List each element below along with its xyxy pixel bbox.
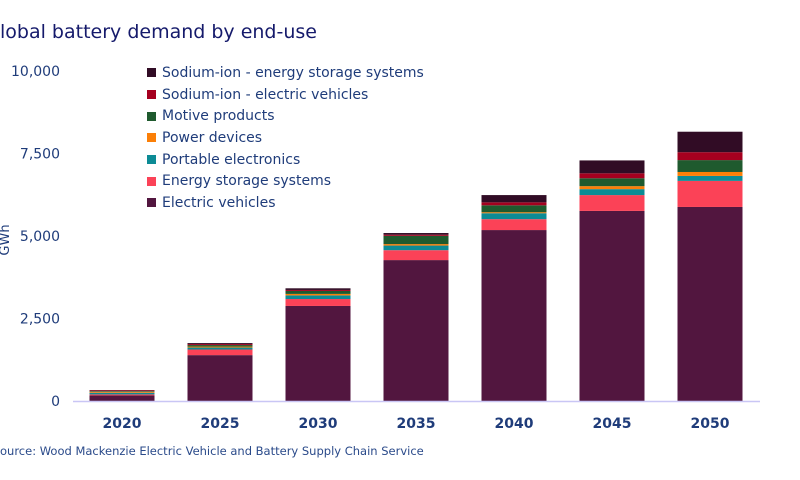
bar-segment-energy-storage-systems [285, 299, 351, 306]
bar-segment-electric-vehicles [383, 260, 449, 401]
bar-segment-portable-electronics [677, 175, 743, 181]
bar-segment-motive-products [481, 205, 547, 213]
bar-segment-electric-vehicles [481, 230, 547, 401]
bar-segment-sodium-ion-energy-storage-systems [579, 160, 645, 174]
legend-label: Portable electronics [162, 151, 301, 168]
legend-label: Power devices [162, 129, 263, 146]
x-tick-label: 2050 [691, 416, 730, 432]
bar-segment-power-devices [579, 186, 645, 190]
legend-swatch [147, 111, 156, 121]
bar-segment-sodium-ion-energy-storage-systems [677, 131, 743, 153]
legend-item: Electric vehicles [147, 192, 424, 214]
bar-segment-power-devices [383, 244, 449, 246]
bar-segment-sodium-ion-electric-vehicles [677, 152, 743, 161]
bar-segment-power-devices [677, 171, 743, 176]
x-tick-label: 2020 [103, 416, 142, 432]
bar-segment-portable-electronics [383, 245, 449, 251]
legend: Sodium-ion - energy storage systems Sodiu… [147, 62, 424, 214]
legend-label: Sodium-ion - energy storage systems [162, 64, 424, 81]
bar-segment-motive-products [579, 178, 645, 187]
legend-label: Sodium-ion - electric vehicles [162, 86, 369, 103]
bar-segment-electric-vehicles [285, 305, 351, 401]
bar-segment-sodium-ion-energy-storage-systems [285, 288, 351, 290]
legend-item: Sodium-ion - energy storage systems [147, 62, 424, 84]
x-tick-label: 2025 [201, 416, 240, 432]
legend-swatch [147, 155, 156, 165]
y-tick-label: 5,000 [20, 229, 60, 245]
bar-segment-power-devices [285, 293, 351, 296]
bar-segment-energy-storage-systems [187, 349, 253, 356]
bar-segment-sodium-ion-electric-vehicles [285, 289, 351, 291]
bar-segment-portable-electronics [187, 347, 253, 350]
bar-segment-energy-storage-systems [481, 219, 547, 231]
bar-segment-electric-vehicles [187, 355, 253, 401]
bar-segment-sodium-ion-electric-vehicles [579, 173, 645, 179]
bar-segment-sodium-ion-electric-vehicles [481, 202, 547, 206]
bar-segment-sodium-ion-energy-storage-systems [383, 233, 449, 235]
legend-swatch [147, 68, 156, 78]
legend-swatch [147, 133, 156, 143]
bar-segment-motive-products [383, 235, 449, 245]
legend-item: Energy storage systems [147, 170, 424, 192]
bar-segment-motive-products [677, 160, 743, 172]
y-tick-label: 7,500 [20, 147, 60, 163]
legend-swatch [147, 90, 156, 100]
bar-segment-sodium-ion-energy-storage-systems [187, 343, 253, 345]
bar-segment-portable-electronics [579, 189, 645, 196]
y-tick-label: 10,000 [11, 64, 60, 80]
x-tick-label: 2030 [299, 416, 338, 432]
source-note: ource: Wood Mackenzie Electric Vehicle a… [0, 444, 424, 458]
bar-segment-portable-electronics [89, 392, 155, 395]
bar-segment-electric-vehicles [677, 206, 743, 401]
y-tick-label: 0 [51, 394, 60, 410]
bar-segment-portable-electronics [285, 295, 351, 300]
x-tick-label: 2040 [495, 416, 534, 432]
bar-segment-portable-electronics [481, 213, 547, 220]
bar-segment-motive-products [285, 290, 351, 294]
legend-label: Electric vehicles [162, 194, 276, 211]
bar-segment-power-devices [187, 346, 253, 348]
bar-segment-energy-storage-systems [89, 394, 155, 396]
bar-segment-sodium-ion-electric-vehicles [187, 344, 253, 346]
bar-segment-electric-vehicles [89, 395, 155, 401]
legend-item: Motive products [147, 105, 424, 127]
x-tick-label: 2035 [397, 416, 436, 432]
bar-segment-energy-storage-systems [579, 195, 645, 211]
bar-segment-power-devices [89, 391, 155, 393]
bar-segment-sodium-ion-electric-vehicles [383, 234, 449, 236]
legend-item: Portable electronics [147, 149, 424, 171]
y-tick-label: 2,500 [20, 312, 60, 328]
bar-segment-energy-storage-systems [383, 250, 449, 261]
legend-item: Power devices [147, 127, 424, 149]
y-axis-label: GWh [0, 224, 13, 255]
x-tick-label: 2045 [593, 416, 632, 432]
bar-segment-energy-storage-systems [677, 180, 743, 207]
chart-title: lobal battery demand by end-use [0, 21, 317, 43]
legend-label: Energy storage systems [162, 173, 332, 190]
legend-label: Motive products [162, 108, 275, 125]
bar-segment-motive-products [89, 391, 155, 392]
legend-item: Sodium-ion - electric vehicles [147, 84, 424, 106]
bar-segment-power-devices [481, 212, 547, 214]
bar-segment-electric-vehicles [579, 210, 645, 401]
legend-swatch [147, 198, 156, 208]
bar-segment-sodium-ion-electric-vehicles [89, 390, 155, 392]
bar-segment-sodium-ion-energy-storage-systems [481, 195, 547, 203]
legend-swatch [147, 176, 156, 186]
bar-segment-motive-products [187, 345, 253, 347]
